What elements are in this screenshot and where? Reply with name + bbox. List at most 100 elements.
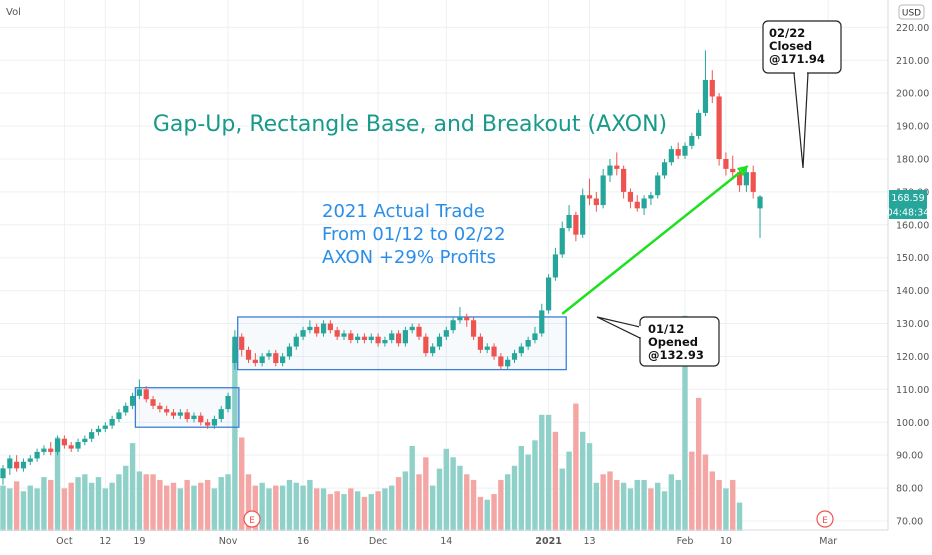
volume-bar [668,474,675,531]
volume-bars [0,315,743,531]
candle-body [34,451,40,459]
candle [457,307,463,324]
time-tick-label: Mar [819,536,837,547]
candle [123,402,129,416]
candle [136,379,142,400]
candle-body [239,336,245,350]
trade-text-line-2: From 01/12 to 02/22 [322,224,506,245]
candle-body [730,168,736,173]
candle [41,445,47,456]
price-tick-label: 160.00 [896,220,929,231]
volume-bar [614,479,620,531]
earnings-marker-icon[interactable] [816,510,834,528]
candle [218,405,224,423]
candle [89,428,95,443]
volume-bar [484,499,490,531]
candle-body [232,336,238,364]
volume-bar [736,502,743,531]
volume-bar [157,479,163,531]
candle [34,448,40,462]
volume-bar [259,482,265,531]
volume-bar [307,479,313,531]
volume-bar [375,491,381,531]
candle-body [211,418,218,426]
candle [682,142,688,159]
candle-body [82,438,88,443]
volume-bar [457,465,463,531]
volume-bar [573,403,579,531]
price-tick-label: 110.00 [896,385,929,396]
volume-bar [61,488,68,531]
volume-bar [552,431,559,531]
close-callout-price: @171.94 [769,52,825,66]
price-axis: 70.00 80.00 90.00 100.00 110.00 120.00 130.00 1… [896,23,929,528]
candle [498,353,504,370]
candle-body [450,320,456,331]
candle [566,205,572,232]
volume-bar [634,479,640,531]
candle-body [736,172,743,186]
candle-body [586,195,593,199]
candle [211,415,218,429]
candle [614,152,620,176]
volume-bar [7,488,13,531]
volume-bar [620,482,627,531]
open-callout-action: Opened [648,335,698,349]
volume-bar [191,485,197,531]
volume-bar [627,488,634,531]
candle [525,336,531,350]
trade-line [561,166,748,315]
price-tick-label: 140.00 [896,286,929,297]
time-tick-label: Feb [677,536,694,547]
volume-bar [423,457,429,531]
earnings-marker-icon[interactable] [243,510,261,528]
last-price-tag: 168.59 04:48:34 [887,190,929,219]
currency-badge[interactable]: USD [898,4,925,20]
candle-body [750,172,756,192]
candle-body [27,458,33,462]
candle-body [457,316,463,321]
candle [232,330,238,370]
volume-bar [580,431,586,531]
candle-body [559,228,565,255]
candle [327,320,333,334]
grid-lines [0,0,888,530]
candle [648,191,654,206]
price-tick-label: 130.00 [896,319,929,330]
volume-bar [82,474,88,531]
volume-bar [41,477,47,531]
volume-bar [402,471,409,531]
volume-bar [702,454,709,531]
volume-bar [361,496,368,531]
trade-text-line-1: 2021 Actual Trade [322,201,485,222]
time-tick-label: 14 [440,536,452,547]
close-callout-action: Closed [769,39,812,53]
candle-body [416,326,422,337]
candle-body [307,326,313,331]
candle-body [170,412,177,416]
candle [716,93,722,166]
candle [436,333,443,350]
candle-body [573,214,579,235]
candle-body [757,196,763,209]
candle [61,435,67,449]
candle [300,326,306,340]
price-tick-label: 100.00 [896,418,929,429]
candle [259,353,265,367]
time-tick-label: 10 [720,536,732,547]
candle [307,320,313,334]
close-callout-date: 02/22 [769,26,805,40]
candle [389,330,395,344]
volume-bar [354,491,361,531]
candle [470,316,477,340]
candle-body [7,458,13,469]
volume-bar [20,491,27,531]
volume-bar [389,485,395,531]
candle-body [696,112,702,136]
candle [266,349,272,360]
candle-body [41,448,47,452]
volume-bar [88,482,95,531]
volume-bar [600,474,606,531]
volume-bar [723,488,729,531]
